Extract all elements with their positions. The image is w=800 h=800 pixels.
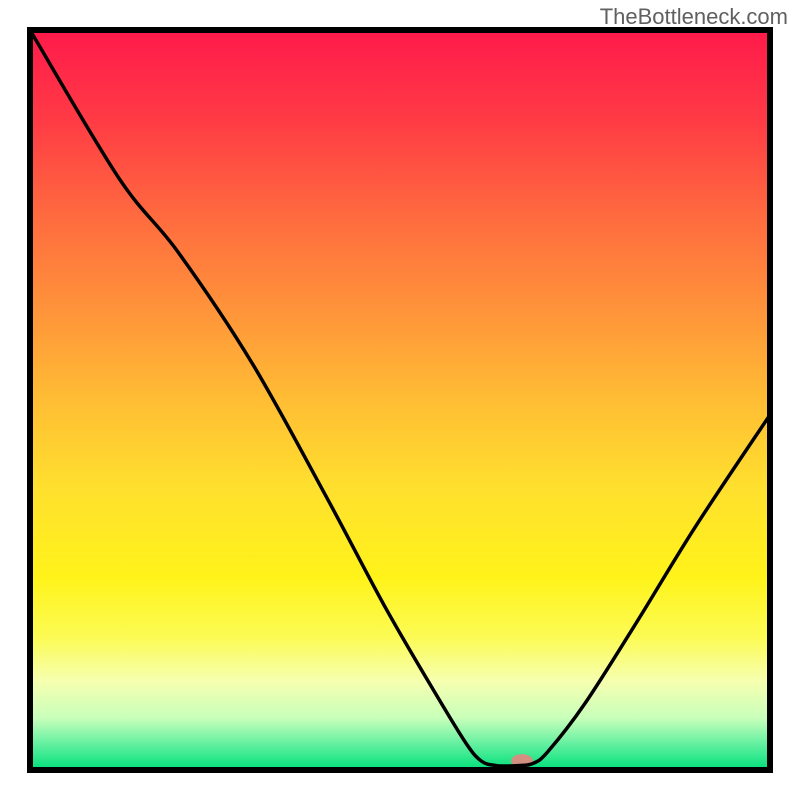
bottleneck-chart: TheBottleneck.com xyxy=(0,0,800,800)
plot-background xyxy=(30,30,770,770)
watermark-text: TheBottleneck.com xyxy=(600,4,788,30)
chart-svg xyxy=(0,0,800,800)
